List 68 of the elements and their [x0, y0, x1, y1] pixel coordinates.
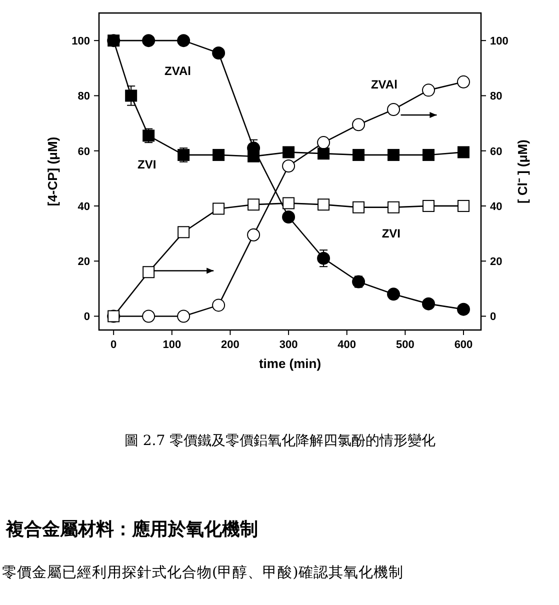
point	[142, 34, 156, 48]
x-tick-label: 200	[221, 339, 240, 351]
point	[458, 200, 470, 212]
x-tick-label: 500	[396, 339, 414, 351]
point	[352, 118, 366, 132]
point	[388, 201, 400, 214]
point	[177, 310, 190, 323]
x-axis-title: time (min)	[258, 356, 322, 371]
point	[422, 200, 435, 212]
point	[317, 136, 330, 150]
y-tick-label: 100	[72, 36, 90, 48]
point	[422, 84, 436, 97]
annotation: ZVI	[382, 226, 401, 241]
caption: 圖 2.7 零價鐵及零價鋁氧化降解四氯酚的情形變化	[124, 433, 436, 449]
y-tick-label: 40	[78, 200, 90, 213]
point	[422, 148, 435, 161]
y-tick-label: 80	[78, 90, 90, 103]
point	[108, 310, 120, 322]
x-tick-label: 400	[338, 339, 356, 351]
point	[212, 46, 226, 60]
y2-axis-title: [ Cl⁻ ] (μM)	[515, 140, 530, 204]
point	[282, 197, 295, 210]
annotation: ZVAl	[370, 78, 398, 92]
y2-tick-label: 100	[490, 36, 508, 48]
text: 複合金屬材料：應用於氧化機制	[5, 519, 258, 540]
x-tick-label: 100	[162, 339, 182, 351]
point	[458, 146, 470, 158]
point	[248, 198, 260, 211]
point	[142, 310, 156, 323]
y2-tick-label: 60	[490, 146, 502, 158]
x-tick-label: 600	[454, 339, 473, 351]
point	[318, 198, 330, 211]
y-axis-title: [4-CP] (μM)	[45, 136, 60, 206]
y-tick-label: 0	[84, 311, 90, 324]
y2-tick-label: 20	[490, 256, 502, 268]
point	[388, 148, 400, 161]
y2-tick-label: 80	[490, 90, 502, 103]
y2-tick-label: 0	[490, 311, 496, 324]
y2-tick-label: 40	[490, 200, 502, 213]
point	[387, 102, 400, 116]
point	[248, 150, 260, 162]
point	[177, 34, 190, 48]
point	[282, 159, 296, 172]
point	[212, 202, 225, 215]
point	[125, 90, 138, 102]
point	[318, 148, 330, 160]
text: 零價金屬已經利用探針式化合物(甲醇、甲酸)確認其氧化機制	[2, 564, 404, 581]
x-tick-label: 0	[110, 339, 117, 351]
annotation: ZVI	[137, 158, 156, 172]
point	[282, 146, 295, 158]
point	[387, 288, 400, 301]
point	[282, 210, 296, 224]
point	[247, 228, 260, 242]
point	[422, 297, 436, 310]
point	[317, 252, 330, 265]
point	[352, 201, 365, 214]
point	[178, 226, 190, 238]
point	[108, 34, 120, 47]
point	[457, 302, 470, 316]
point	[457, 75, 470, 88]
point	[352, 148, 365, 161]
y-tick-label: 20	[78, 256, 90, 268]
point	[212, 148, 225, 161]
annotation: ZVAl	[164, 64, 191, 78]
point	[212, 298, 226, 312]
point	[142, 266, 155, 278]
x-tick-label: 300	[279, 339, 298, 351]
y-tick-label: 60	[78, 146, 90, 158]
